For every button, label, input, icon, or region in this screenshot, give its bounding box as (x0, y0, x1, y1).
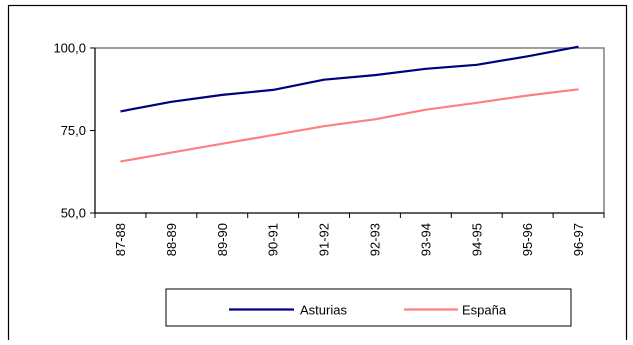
legend-box (166, 289, 571, 326)
x-tick-label: 92-93 (367, 223, 382, 256)
y-tick-label: 100,0 (53, 41, 86, 56)
x-tick-label: 87-88 (113, 223, 128, 256)
series-line-asturias (121, 47, 579, 112)
x-tick-label: 95-96 (520, 223, 535, 256)
y-tick-label: 50,0 (61, 206, 86, 221)
legend-label: España (462, 303, 507, 318)
plot-area (95, 48, 604, 213)
x-tick-label: 88-89 (164, 223, 179, 256)
x-tick-label: 93-94 (418, 223, 433, 256)
x-tick-label: 96-97 (571, 223, 586, 256)
legend-label: Asturias (300, 303, 347, 318)
x-tick-label: 91-92 (317, 223, 332, 256)
x-tick-label: 90-91 (266, 223, 281, 256)
x-tick-label: 89-90 (215, 223, 230, 256)
y-tick-label: 75,0 (61, 123, 86, 138)
x-tick-label: 94-95 (469, 223, 484, 256)
